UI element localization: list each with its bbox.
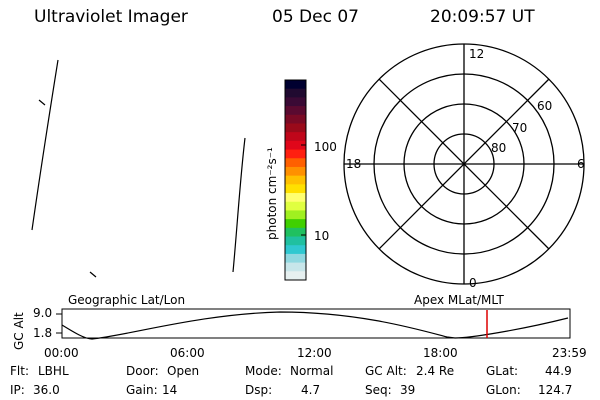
color-bar-segment (285, 97, 306, 107)
seq-value: 39 (400, 383, 416, 397)
gcalt-label: GC Alt: (365, 364, 407, 378)
dsp-value: 4.7 (301, 383, 321, 397)
mlt-label-left: 18 (346, 157, 362, 171)
mlt-label-right: 6 (577, 157, 585, 171)
ip-value: 36.0 (33, 383, 60, 397)
color-bar-segment (285, 123, 306, 133)
color-bar-segment (285, 140, 306, 151)
color-bar-segment (285, 132, 306, 142)
color-bar-segment (285, 227, 306, 238)
mode-value: Normal (290, 364, 334, 378)
flt-value: LBHL (38, 364, 69, 378)
geographic-image-panel (31, 59, 246, 278)
date-label: 05 Dec 07 (272, 7, 359, 27)
color-bar (285, 80, 306, 281)
lat-label-80: 80 (491, 141, 507, 155)
image-trace-left (31, 59, 59, 231)
color-bar-segment (285, 253, 306, 264)
colorbar-unit-label: photon cm⁻²s⁻¹ (265, 147, 279, 240)
flt-label: Flt: (10, 364, 29, 378)
color-bar-segment (285, 166, 306, 177)
color-bar-segment (285, 219, 306, 229)
polar-diagonal-2 (378, 78, 550, 250)
lat-label-60: 60 (537, 99, 553, 113)
lat-label-70: 70 (512, 121, 528, 135)
image-trace-right (232, 137, 246, 273)
instrument-title: Ultraviolet Imager (34, 7, 188, 27)
color-bar-segment (285, 201, 306, 211)
color-bar-frame (284, 79, 307, 281)
color-bar-segment (285, 149, 306, 159)
color-bar-segment (285, 114, 306, 124)
gain-value: 14 (162, 383, 178, 397)
gcalt-value: 2.4 Re (416, 364, 455, 378)
color-bar-segment (285, 88, 306, 98)
altitude-curve (61, 311, 569, 340)
timeline-left-label: Geographic Lat/Lon (68, 293, 186, 307)
glat-label: GLat: (486, 364, 519, 378)
gain-label: Gain: (126, 383, 158, 397)
timeline-xtick-2359: 23:59 (552, 346, 587, 360)
image-trace-mark (38, 99, 46, 106)
image-trace-mark-2 (89, 271, 97, 278)
polar-grid (343, 43, 585, 285)
color-bar-segment (285, 271, 306, 281)
door-value: Open (167, 364, 200, 378)
color-bar-segment (285, 184, 306, 194)
color-bar-segment (285, 193, 306, 203)
mode-label: Mode: (245, 364, 282, 378)
timeline-xtick-0600: 06:00 (170, 346, 205, 360)
timeline-ytick-label-top: 9.0 (33, 306, 53, 320)
colorbar-tick-label-10: 10 (314, 229, 330, 243)
timeline-xtick-1800: 18:00 (423, 346, 458, 360)
color-bar-segment (285, 80, 306, 90)
color-bar-segment (285, 106, 306, 116)
timeline-right-label: Apex MLat/MLT (414, 293, 504, 307)
glat-value: 44.9 (545, 364, 572, 378)
color-bar-segment (285, 175, 306, 185)
door-label: Door: (126, 364, 159, 378)
color-bar-segment (285, 210, 306, 220)
glon-label: GLon: (486, 383, 521, 397)
mlt-label-bottom: 0 (469, 276, 477, 290)
color-bar-segment (285, 245, 306, 255)
color-bar-segment (285, 236, 306, 246)
seq-label: Seq: (365, 383, 392, 397)
color-bar-segment (285, 262, 306, 272)
timeline-ytick-label-bottom: 1.8 (33, 326, 53, 340)
dsp-label: Dsp: (245, 383, 273, 397)
mlt-label-top: 12 (469, 47, 485, 61)
timeline-frame (61, 308, 571, 339)
colorbar-tick-label-100: 100 (314, 140, 337, 154)
time-label: 20:09:57 UT (430, 7, 535, 27)
ip-label: IP: (10, 383, 25, 397)
timeline-xtick-1200: 12:00 (297, 346, 332, 360)
timeline-xtick-0000: 00:00 (44, 346, 79, 360)
timeline-axis-label: GC Alt (12, 312, 26, 350)
glon-value: 124.7 (538, 383, 573, 397)
color-bar-segment (285, 158, 306, 168)
